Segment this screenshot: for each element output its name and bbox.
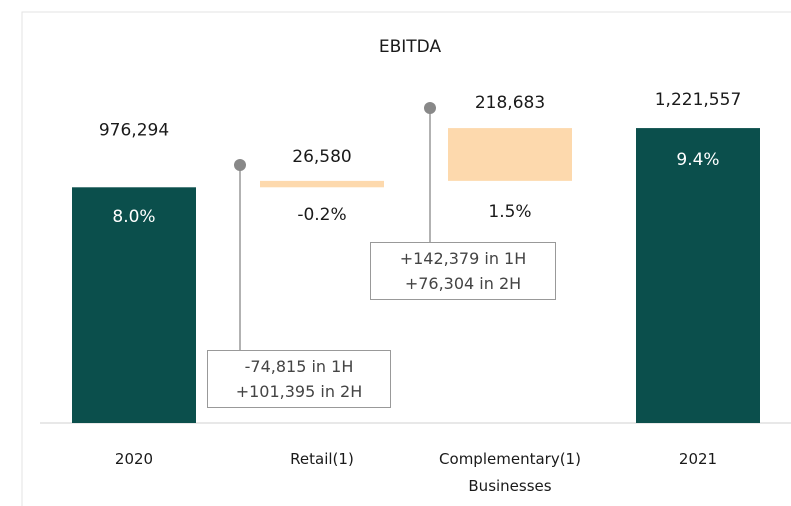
total-bar [72,187,196,423]
callout-pin [424,102,436,114]
callout-text: +76,304 in 2H [404,274,522,293]
value-label: 1,221,557 [655,90,742,110]
delta-bar [260,180,384,188]
delta-bar [448,128,572,181]
chart-title: EBITDA [379,37,442,57]
callout-pin [234,159,246,171]
x-tick-label: 2020 [114,450,154,468]
margin-label: 8.0% [112,207,155,227]
x-tick-label: Retail(1) [290,450,354,468]
value-label: 26,580 [292,147,351,167]
value-label: 976,294 [99,120,169,140]
callout-text: +142,379 in 1H [399,249,527,268]
callout-box: -74,815 in 1H +101,395 in 2H [207,350,391,408]
callout-box: +142,379 in 1H +76,304 in 2H [370,242,556,300]
callout-text: -74,815 in 1H [244,357,354,376]
total-bar [636,128,760,423]
callout-text: +101,395 in 2H [235,382,363,401]
x-tick-label: Complementary(1) Businesses [439,450,581,495]
margin-label: 1.5% [488,202,531,222]
value-label: 218,683 [475,93,545,113]
margin-label: 9.4% [676,150,719,170]
x-tick-label: 2021 [678,450,718,468]
frame [21,11,791,506]
margin-label: -0.2% [297,205,346,225]
